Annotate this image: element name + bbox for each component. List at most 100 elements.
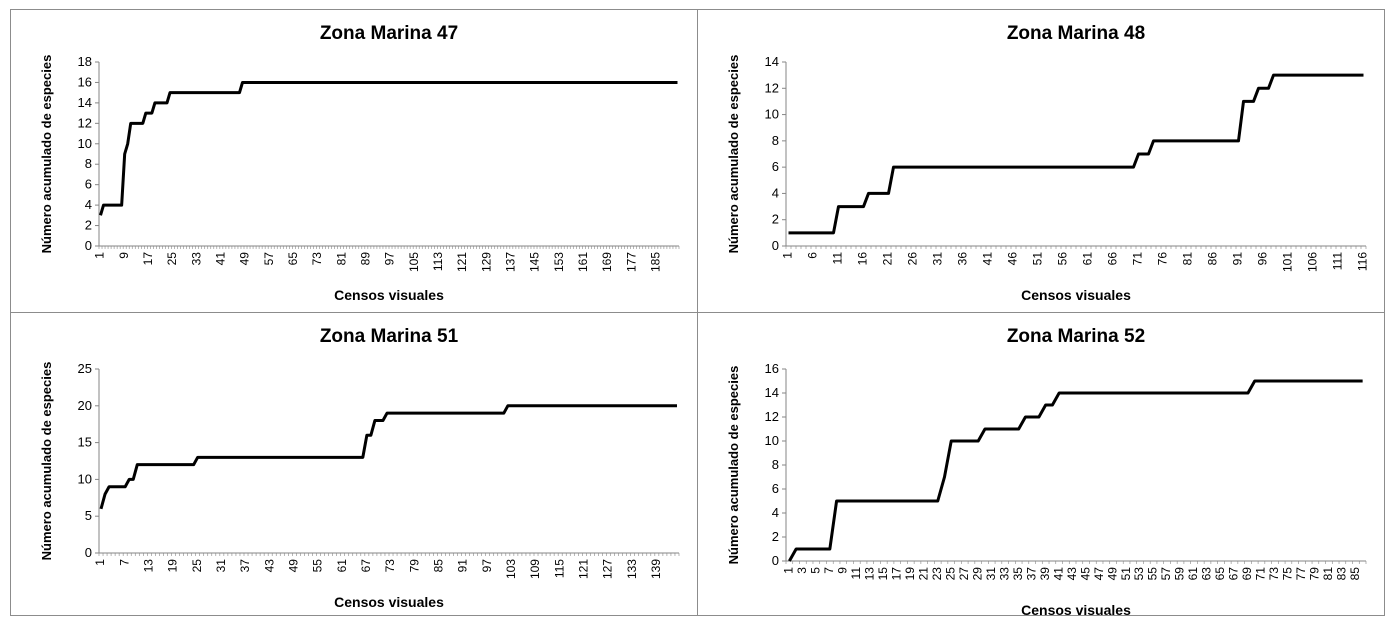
x-tick-label: 97 <box>383 252 397 266</box>
x-tick-label: 41 <box>1051 567 1065 581</box>
x-tick-label: 37 <box>238 559 252 573</box>
y-tick-label: 0 <box>85 545 92 560</box>
chart-panel-zm47: Zona Marina 47 0 2 4 6 8 10 12 14 16 18 1 9 17 25 33 41 4… <box>10 9 698 313</box>
series-line <box>788 73 1364 235</box>
x-tick-label: 79 <box>1308 567 1322 581</box>
series-line <box>788 379 1363 562</box>
x-tick-label: 39 <box>1038 567 1052 581</box>
y-tick-label: 10 <box>765 107 779 122</box>
y-tick-label: 10 <box>78 136 92 151</box>
x-tick-label: 85 <box>432 559 446 573</box>
x-tick-label: 45 <box>1078 567 1092 581</box>
x-tick-label: 6 <box>806 252 820 259</box>
x-tick-label: 79 <box>407 559 421 573</box>
x-tick-label: 33 <box>189 252 203 266</box>
x-tick-label: 81 <box>334 252 348 266</box>
x-tick-label: 59 <box>1173 567 1187 581</box>
x-tick-label: 101 <box>1281 252 1295 272</box>
y-tick-label: 8 <box>85 156 92 171</box>
y-tick-label: 16 <box>765 361 779 376</box>
x-tick-label: 127 <box>601 559 615 579</box>
x-tick-label: 49 <box>287 559 301 573</box>
x-tick-label: 113 <box>431 252 445 271</box>
x-tick-label: 77 <box>1294 567 1308 581</box>
x-tick-label: 153 <box>552 252 566 272</box>
x-tick-label: 81 <box>1181 252 1195 266</box>
x-tick-label: 69 <box>1240 567 1254 581</box>
x-tick-label: 55 <box>1146 567 1160 581</box>
x-tick-label: 129 <box>479 252 493 272</box>
x-tick-label: 106 <box>1306 252 1320 272</box>
x-tick-label: 25 <box>943 567 957 581</box>
chart-zm51: Zona Marina 51 0 5 10 15 20 25 1 7 13 19 25 31 37 43 49… <box>39 326 680 610</box>
x-tick-label: 73 <box>1267 567 1281 581</box>
chart-panel-zm52: Zona Marina 52 0 2 4 6 8 10 12 14 16 1 3 5 7 9 11 13 15 17… <box>697 312 1385 616</box>
x-tick-label: 25 <box>190 559 204 573</box>
chart-title: Zona Marina 52 <box>1007 326 1145 347</box>
x-tick-label: 121 <box>577 559 591 579</box>
x-tick-label: 83 <box>1335 567 1349 581</box>
chart-title: Zona Marina 47 <box>320 23 458 44</box>
x-tick-label: 7 <box>822 567 836 574</box>
y-tick-label: 8 <box>772 457 779 472</box>
x-tick-label: 61 <box>335 559 349 573</box>
x-axis-title: Censos visuales <box>334 594 444 610</box>
x-tick-label: 91 <box>456 559 470 573</box>
series-line <box>99 404 677 510</box>
x-tick-label: 49 <box>1105 567 1119 581</box>
y-tick-label: 14 <box>765 54 779 69</box>
x-tick-label: 35 <box>1011 567 1025 581</box>
x-tick-label: 116 <box>1356 252 1370 271</box>
x-tick-label: 105 <box>407 252 421 272</box>
x-tick-label: 51 <box>1119 567 1133 581</box>
x-tick-label: 85 <box>1348 567 1362 581</box>
x-tick-label: 1 <box>781 252 795 259</box>
y-tick-label: 5 <box>85 508 92 523</box>
x-tick-label: 63 <box>1200 567 1214 581</box>
x-tick-label: 13 <box>142 559 156 573</box>
x-tick-label: 46 <box>1006 252 1020 266</box>
x-tick-label: 65 <box>286 252 300 266</box>
x-tick-label: 31 <box>931 252 945 266</box>
y-tick-label: 16 <box>78 74 92 89</box>
x-tick-label: 7 <box>117 559 131 566</box>
x-tick-label: 49 <box>238 252 252 266</box>
x-tick-label: 17 <box>889 567 903 581</box>
x-tick-label: 1 <box>93 559 107 566</box>
x-tick-label: 185 <box>649 252 663 272</box>
x-tick-label: 9 <box>117 252 131 259</box>
y-tick-label: 6 <box>85 177 92 192</box>
x-tick-label: 1 <box>782 567 796 574</box>
x-tick-label: 76 <box>1156 252 1170 266</box>
x-tick-label: 3 <box>795 567 809 574</box>
x-tick-label: 57 <box>262 252 276 266</box>
x-tick-label: 31 <box>984 567 998 581</box>
x-tick-label: 41 <box>214 252 228 266</box>
x-tick-label: 97 <box>480 559 494 573</box>
x-tick-label: 19 <box>166 559 180 573</box>
y-tick-label: 4 <box>85 197 92 212</box>
x-tick-label: 41 <box>981 252 995 266</box>
chart-panel-zm51: Zona Marina 51 0 5 10 15 20 25 1 7 13 19 25 31 37 43 49… <box>10 312 698 616</box>
x-tick-label: 66 <box>1106 252 1120 266</box>
x-tick-label: 139 <box>649 559 663 579</box>
y-tick-label: 12 <box>765 409 779 424</box>
x-tick-label: 71 <box>1131 252 1145 266</box>
y-tick-label: 6 <box>772 159 779 174</box>
y-tick-label: 2 <box>772 529 779 544</box>
x-tick-label: 61 <box>1186 567 1200 581</box>
x-tick-label: 67 <box>359 559 373 573</box>
x-tick-label: 29 <box>970 567 984 581</box>
x-tick-label: 25 <box>165 252 179 266</box>
y-tick-label: 10 <box>765 433 779 448</box>
x-tick-label: 57 <box>1159 567 1173 581</box>
x-tick-label: 13 <box>862 567 876 581</box>
y-axis-title: Número acumulado de especies <box>726 55 741 254</box>
y-axis-title: Número acumulado de especies <box>726 366 741 565</box>
x-axis-title: Censos visuales <box>1021 287 1131 303</box>
x-tick-label: 111 <box>1331 252 1345 271</box>
